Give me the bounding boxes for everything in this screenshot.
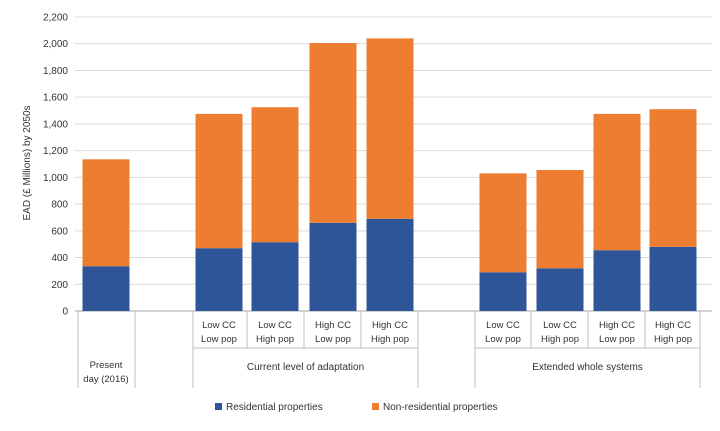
bar-segment-nonresidential <box>593 113 641 251</box>
legend-label-nonresidential: Non-residential properties <box>383 402 498 413</box>
y-tick-label: 1,600 <box>43 93 68 104</box>
y-tick-label: 0 <box>62 307 68 318</box>
category-label: High CC <box>372 320 408 331</box>
y-tick-label: 1,800 <box>43 66 68 77</box>
bar-segment-nonresidential <box>536 170 584 269</box>
y-tick-label: 800 <box>51 200 68 211</box>
bar-segment-nonresidential <box>82 159 130 267</box>
category-label: Low pop <box>599 334 635 345</box>
bar-segment-residential <box>649 246 697 311</box>
bars <box>82 38 697 311</box>
category-label: High pop <box>541 334 579 345</box>
y-tick-label: 1,000 <box>43 173 68 184</box>
y-tick-label: 600 <box>51 226 68 237</box>
y-tick-label: 2,000 <box>43 39 68 50</box>
bar-segment-nonresidential <box>309 43 357 223</box>
category-label: High pop <box>256 334 294 345</box>
category-label: High CC <box>599 320 635 331</box>
category-label: Low pop <box>201 334 237 345</box>
y-tick-label: 1,400 <box>43 119 68 130</box>
bar-segment-residential <box>536 268 584 311</box>
category-axis: Present day (2016) Low CC Low pop Low CC High… <box>77 311 701 388</box>
legend-swatch-residential <box>215 403 222 410</box>
y-tick-label: 2,200 <box>43 13 68 24</box>
bar-segment-residential <box>479 272 527 311</box>
category-label: High pop <box>654 334 692 345</box>
y-axis-label: EAD (£ Millions) by 2050s <box>22 105 33 220</box>
legend-swatch-nonresidential <box>372 403 379 410</box>
y-tick-label: 1,200 <box>43 146 68 157</box>
category-label: High pop <box>371 334 409 345</box>
category-label: Low CC <box>543 320 577 331</box>
category-label: Low CC <box>486 320 520 331</box>
bar-segment-residential <box>309 222 357 311</box>
legend: Residential properties Non-residential p… <box>215 402 498 413</box>
bar-segment-residential <box>251 242 299 311</box>
category-label: Low CC <box>258 320 292 331</box>
y-axis-ticks: 0 200 400 600 800 1,000 1,200 1,400 1,600 1,800 2,… <box>43 13 68 318</box>
y-tick-label: 400 <box>51 253 68 264</box>
bar-segment-residential <box>82 266 130 311</box>
category-label: Low CC <box>202 320 236 331</box>
category-label: day (2016) <box>83 374 128 385</box>
bar-segment-nonresidential <box>479 173 527 273</box>
bar-segment-nonresidential <box>195 113 243 249</box>
bar-segment-residential <box>593 250 641 311</box>
category-label: Present <box>90 360 123 371</box>
bar-segment-nonresidential <box>251 107 299 243</box>
category-label: Low pop <box>485 334 521 345</box>
group-label: Extended whole systems <box>532 362 643 373</box>
category-label: Low pop <box>315 334 351 345</box>
bar-segment-nonresidential <box>649 109 697 247</box>
legend-label-residential: Residential properties <box>226 402 323 413</box>
y-tick-label: 200 <box>51 280 68 291</box>
category-label: High CC <box>315 320 351 331</box>
bar-segment-residential <box>366 218 414 311</box>
category-label: High CC <box>655 320 691 331</box>
group-label: Current level of adaptation <box>247 362 364 373</box>
bar-segment-nonresidential <box>366 38 414 219</box>
bar-segment-residential <box>195 248 243 311</box>
